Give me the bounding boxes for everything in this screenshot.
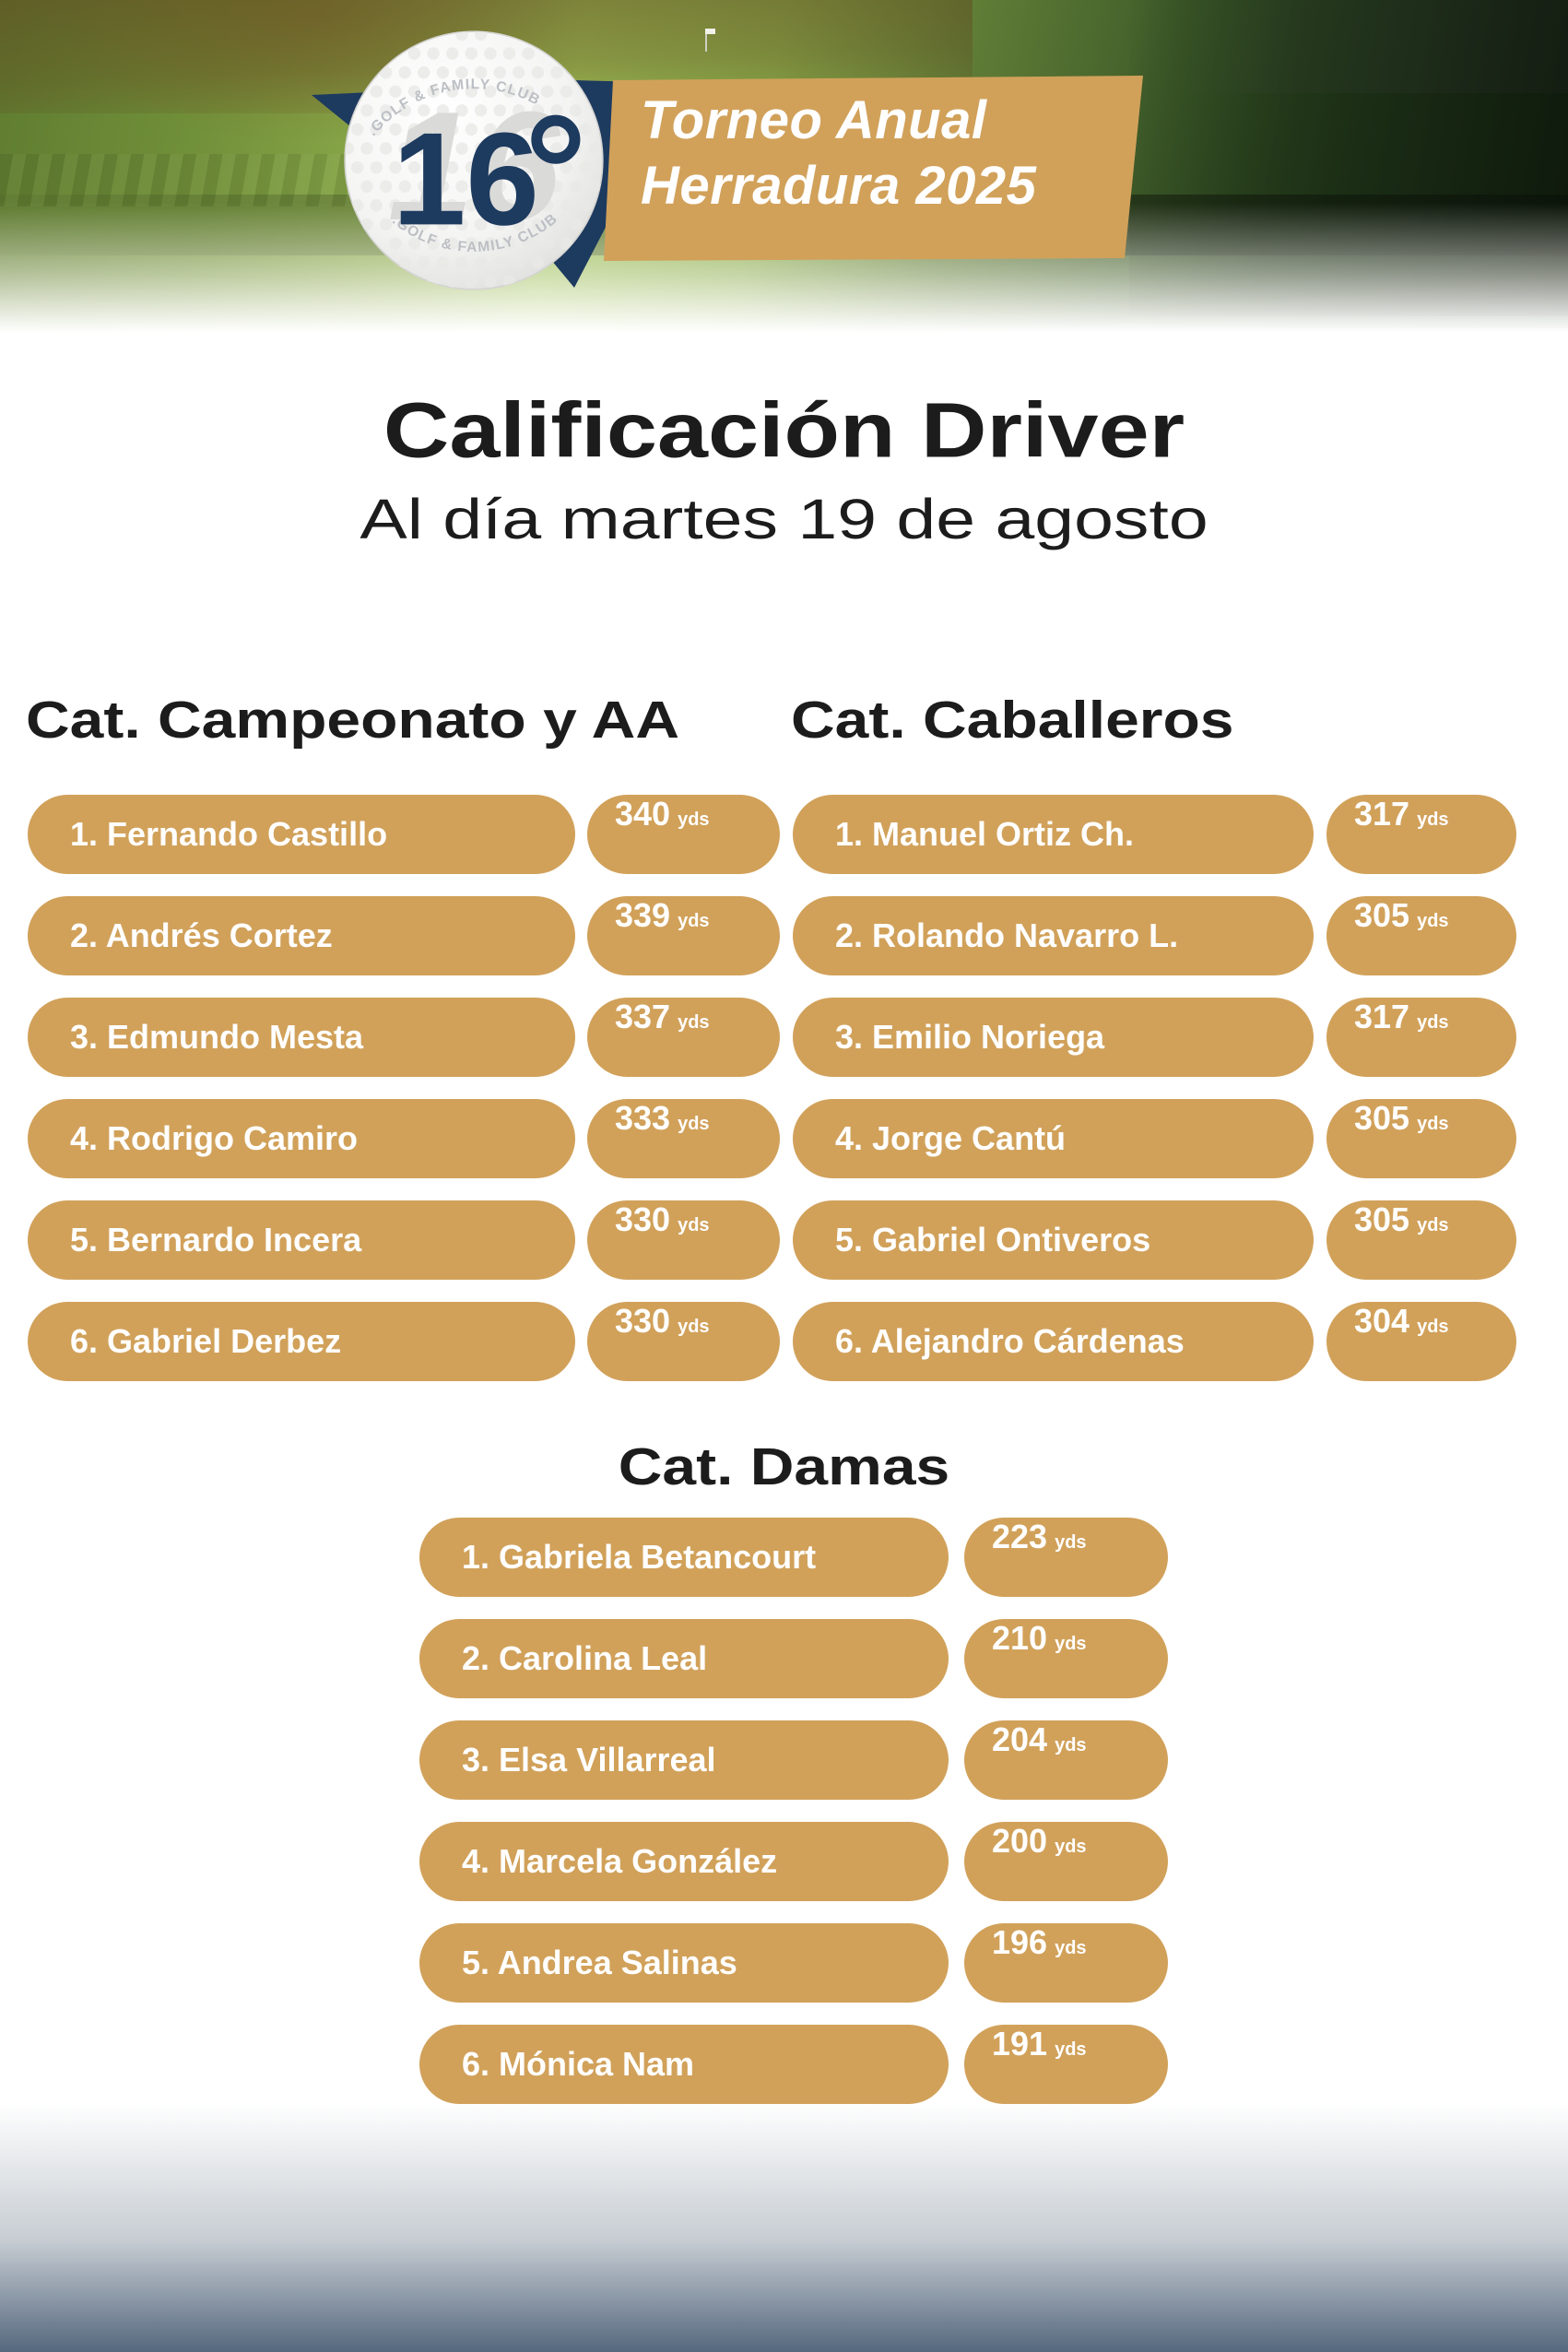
svg-text:16: 16: [393, 105, 539, 253]
